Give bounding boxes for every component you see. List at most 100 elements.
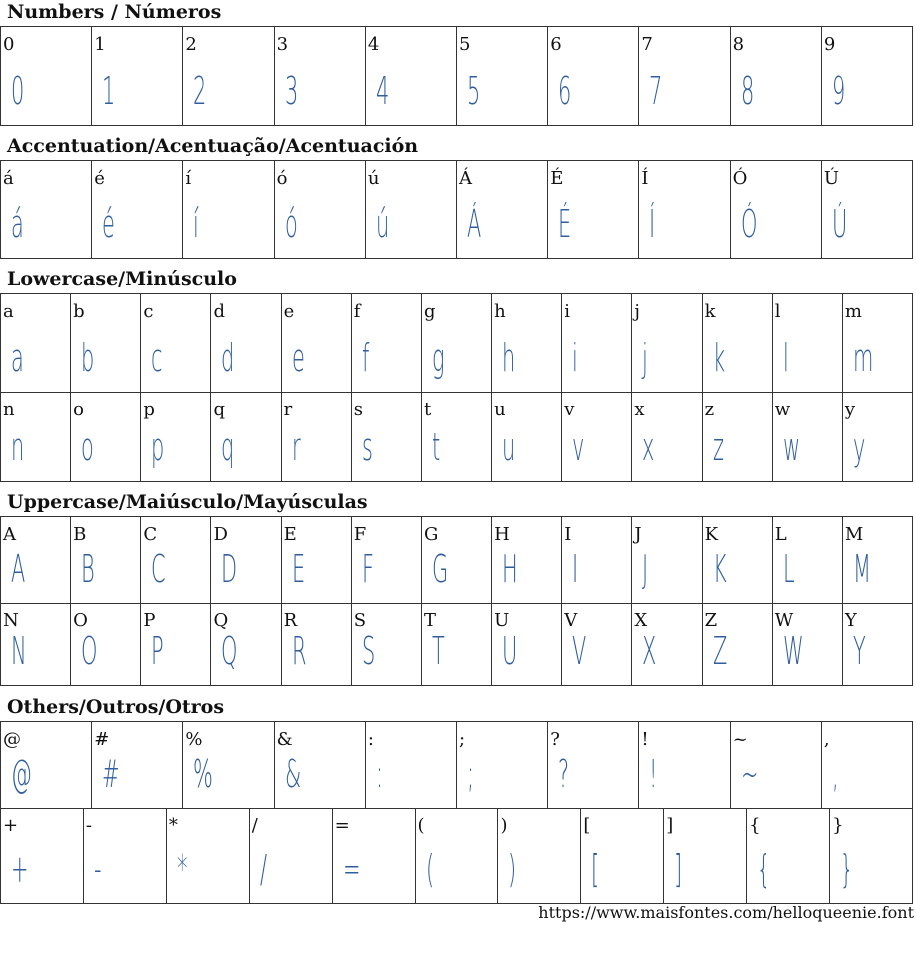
glyph-cell: ((: [414, 808, 498, 903]
character-label: Á: [459, 168, 473, 189]
character-label: h: [494, 301, 506, 322]
font-glyph-sample: y: [852, 425, 866, 469]
character-label: 1: [94, 34, 106, 55]
font-glyph-sample: f: [361, 336, 370, 380]
character-label: c: [143, 301, 154, 322]
character-label: r: [283, 399, 293, 420]
glyph-cell: ]]: [663, 808, 746, 903]
character-label: @: [3, 729, 21, 750]
character-label: W: [774, 610, 794, 631]
font-glyph-sample: 0: [11, 69, 25, 113]
glyph-cell: ;;: [456, 722, 547, 808]
glyph-row: + + - - * * / / = =(())[[]]{{}}: [0, 808, 913, 904]
font-glyph-sample: O: [81, 629, 98, 673]
glyph-cell: [[: [580, 808, 663, 903]
character-label: Z: [704, 610, 718, 631]
character-label: ó: [276, 168, 288, 189]
glyph-cell: ,,: [820, 722, 912, 808]
source-url: https://www.maisfontes.com/helloqueenie.…: [538, 903, 914, 922]
character-label: C: [143, 524, 158, 545]
font-glyph-sample: Q: [221, 629, 238, 673]
character-label: P: [143, 610, 156, 631]
font-glyph-sample: :: [375, 752, 383, 796]
font-glyph-sample: /: [259, 847, 267, 891]
font-glyph-sample: p: [151, 425, 165, 469]
font-glyph-sample: M: [852, 547, 871, 591]
character-label: x: [634, 399, 645, 420]
glyph-cell: {{: [746, 808, 829, 903]
font-glyph-sample: A: [11, 547, 26, 591]
glyph-cell: %%: [182, 722, 273, 808]
glyph-cell: & &: [273, 722, 365, 808]
font-glyph-sample: D: [221, 547, 238, 591]
font-glyph-sample: Z: [712, 629, 727, 673]
character-label: 2: [185, 34, 197, 55]
font-glyph-sample: 3: [284, 69, 298, 113]
character-label: d: [213, 301, 225, 322]
character-label: J: [634, 524, 642, 545]
font-glyph-sample: r: [291, 425, 301, 469]
character-label: :: [367, 729, 374, 750]
font-glyph-sample: ,: [831, 752, 839, 796]
font-glyph-sample: Í: [649, 202, 656, 246]
font-glyph-sample: 8: [740, 69, 754, 113]
font-glyph-sample: a: [11, 336, 24, 380]
character-label: é: [94, 168, 105, 189]
font-glyph-sample: q: [221, 425, 235, 469]
character-label: 4: [367, 34, 380, 55]
font-glyph-sample: 4: [375, 69, 390, 113]
font-glyph-sample: ~: [740, 752, 759, 796]
character-label: Ó: [732, 168, 748, 189]
font-glyph-sample: j: [642, 336, 649, 380]
character-label: }: [832, 815, 844, 836]
font-glyph-sample: S: [361, 629, 376, 673]
glyph-cell: = =: [331, 808, 415, 903]
font-glyph-sample: }: [840, 847, 854, 891]
character-label: j: [634, 301, 640, 322]
font-glyph-sample: o: [81, 425, 94, 469]
font-glyph-sample: z: [712, 425, 724, 469]
character-label: f: [353, 301, 361, 322]
character-label: %: [185, 729, 203, 750]
font-glyph-sample: (: [425, 847, 434, 891]
font-glyph-sample: l: [782, 336, 789, 380]
character-label: &: [276, 729, 293, 750]
character-label: T: [423, 610, 436, 631]
character-label: m: [844, 301, 862, 322]
glyph-cell: )): [497, 808, 580, 903]
font-glyph-sample: k: [712, 336, 725, 380]
font-glyph-sample: [: [591, 847, 600, 891]
font-glyph-sample: m: [852, 336, 874, 380]
character-label: K: [704, 524, 719, 545]
font-glyph-sample: X: [642, 629, 657, 673]
glyph-cell: * *: [165, 808, 249, 903]
character-label: l: [774, 301, 781, 322]
font-glyph-sample: ): [508, 847, 517, 891]
font-glyph-sample: K: [712, 547, 727, 591]
character-label: z: [704, 399, 715, 420]
character-label: w: [774, 399, 791, 420]
character-label: I: [564, 524, 572, 545]
character-label: H: [494, 524, 510, 545]
